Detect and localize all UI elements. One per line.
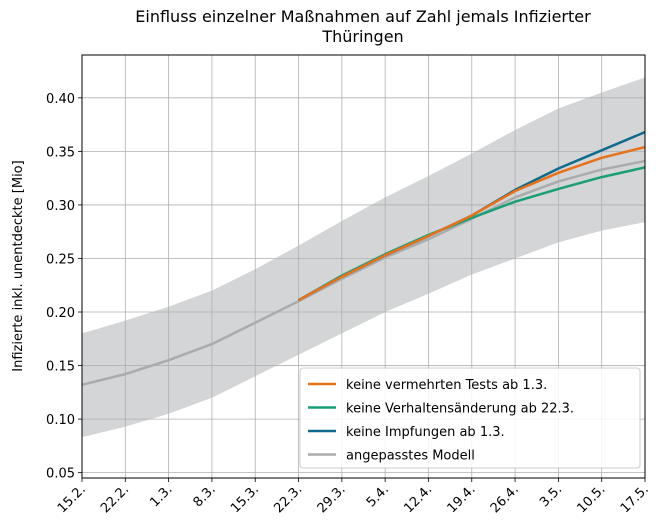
x-tick-label: 1.3. — [147, 482, 175, 510]
x-tick-label: 3.5. — [537, 482, 565, 510]
legend-box — [299, 367, 641, 469]
confidence-band — [82, 77, 645, 438]
y-tick-label: 0.25 — [46, 252, 75, 267]
x-tick-label: 10.5. — [575, 482, 609, 516]
x-tick-label: 19.4. — [445, 482, 479, 516]
legend-label: angepasstes Modell — [346, 449, 475, 464]
y-tick-label: 0.20 — [46, 306, 75, 321]
y-tick-label: 0.15 — [46, 360, 75, 375]
legend-label: keine vermehrten Tests ab 1.3. — [346, 378, 547, 393]
x-tick-label: 8.3. — [191, 482, 219, 510]
series-line — [81, 159, 646, 387]
y-tick-label: 0.30 — [46, 199, 75, 214]
y-tick-label: 0.35 — [46, 145, 75, 160]
legend-label: keine Impfungen ab 1.3. — [346, 425, 505, 440]
y-tick-label: 0.40 — [46, 92, 75, 107]
chart-title: Einfluss einzelner Maßnahmen auf Zahl je… — [135, 7, 591, 26]
y-axis-label: Infizierte inkl. unentdeckte [Mio] — [11, 160, 26, 371]
y-tick-label: 0.05 — [46, 467, 75, 482]
x-tick-label: 22.3. — [271, 482, 305, 516]
x-tick-label: 15.3. — [228, 482, 262, 516]
y-tick-label: 0.10 — [46, 413, 75, 428]
plot-frame — [81, 54, 646, 479]
series-line — [297, 145, 646, 302]
x-tick-label: 17.5. — [618, 482, 652, 516]
x-tick-label: 26.4. — [488, 482, 522, 516]
x-tick-label: 22.2. — [98, 482, 132, 516]
x-tick-label: 15.2. — [55, 482, 89, 516]
x-tick-label: 5.4. — [364, 482, 392, 510]
x-tick-label: 29.3. — [315, 482, 349, 516]
x-tick-label: 12.4. — [401, 482, 435, 516]
legend-label: keine Verhaltensänderung ab 22.3. — [346, 402, 574, 417]
chart-subtitle: Thüringen — [321, 27, 403, 46]
